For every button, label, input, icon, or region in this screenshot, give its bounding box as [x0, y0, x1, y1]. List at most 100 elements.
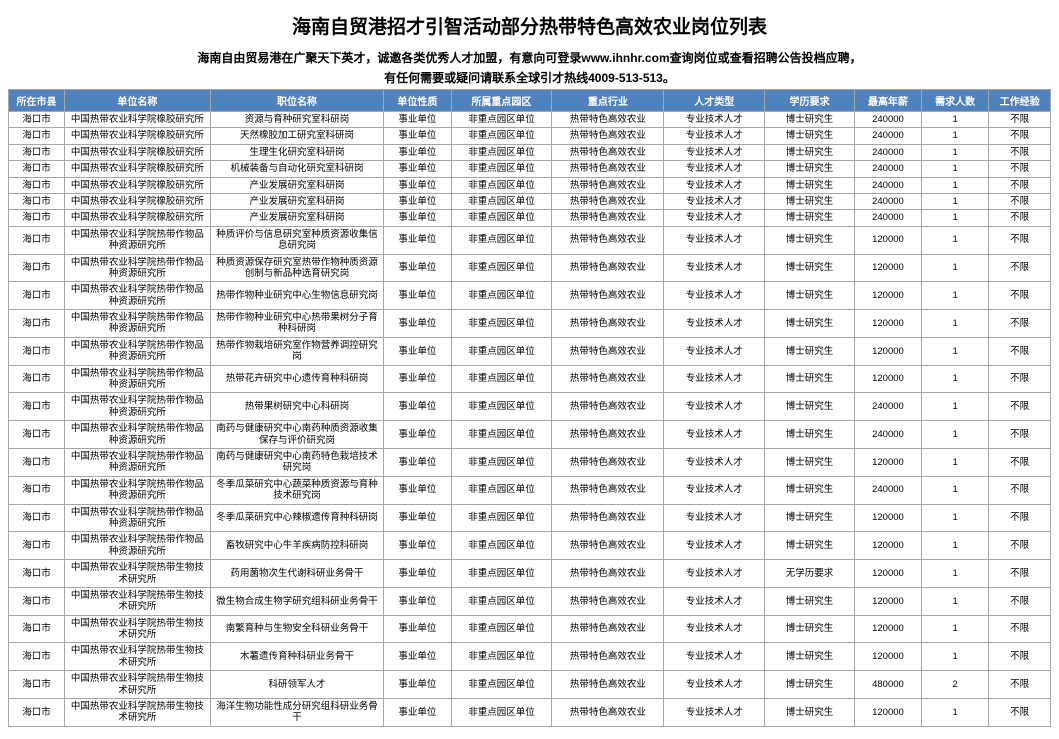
- table-cell: 1: [922, 532, 989, 560]
- table-cell: 热带特色高效农业: [552, 560, 664, 588]
- table-cell: 事业单位: [384, 365, 451, 393]
- table-cell: 不限: [989, 532, 1051, 560]
- table-cell: 非重点园区单位: [451, 337, 552, 365]
- table-cell: 热带特色高效农业: [552, 337, 664, 365]
- table-cell: 非重点园区单位: [451, 144, 552, 160]
- table-cell: 非重点园区单位: [451, 393, 552, 421]
- table-cell: 不限: [989, 177, 1051, 193]
- table-cell: 120000: [854, 532, 921, 560]
- table-cell: 海口市: [9, 177, 65, 193]
- table-cell: 非重点园区单位: [451, 476, 552, 504]
- table-cell: 专业技术人才: [664, 643, 765, 671]
- table-cell: 中国热带农业科学院橡胶研究所: [65, 128, 211, 144]
- table-cell: 不限: [989, 476, 1051, 504]
- table-cell: 热带特色高效农业: [552, 671, 664, 699]
- table-cell: 海口市: [9, 254, 65, 282]
- table-row: 海口市中国热带农业科学院热带作物品种资源研究所热带作物种业研究中心热带果树分子育…: [9, 310, 1051, 338]
- table-cell: 480000: [854, 671, 921, 699]
- table-cell: 1: [922, 643, 989, 671]
- table-cell: 2: [922, 671, 989, 699]
- table-cell: 海口市: [9, 532, 65, 560]
- table-cell: 事业单位: [384, 421, 451, 449]
- table-cell: 非重点园区单位: [451, 532, 552, 560]
- table-cell: 中国热带农业科学院热带作物品种资源研究所: [65, 282, 211, 310]
- table-cell: 专业技术人才: [664, 226, 765, 254]
- table-cell: 不限: [989, 560, 1051, 588]
- table-cell: 海口市: [9, 193, 65, 209]
- table-cell: 事业单位: [384, 210, 451, 226]
- table-cell: 事业单位: [384, 310, 451, 338]
- table-cell: 专业技术人才: [664, 421, 765, 449]
- table-header-cell: 需求人数: [922, 90, 989, 112]
- table-cell: 热带特色高效农业: [552, 161, 664, 177]
- table-cell: 不限: [989, 282, 1051, 310]
- table-cell: 博士研究生: [765, 161, 855, 177]
- table-cell: 120000: [854, 365, 921, 393]
- table-cell: 海口市: [9, 282, 65, 310]
- table-cell: 专业技术人才: [664, 210, 765, 226]
- table-cell: 博士研究生: [765, 615, 855, 643]
- table-cell: 海口市: [9, 161, 65, 177]
- table-row: 海口市中国热带农业科学院热带作物品种资源研究所冬季瓜菜研究中心辣椒遗传育种科研岗…: [9, 504, 1051, 532]
- table-cell: 博士研究生: [765, 448, 855, 476]
- table-cell: 非重点园区单位: [451, 177, 552, 193]
- table-cell: 畜牧研究中心牛羊疾病防控科研岗: [210, 532, 384, 560]
- table-row: 海口市中国热带农业科学院橡胶研究所产业发展研究室科研岗事业单位非重点园区单位热带…: [9, 177, 1051, 193]
- table-row: 海口市中国热带农业科学院热带生物技术研究所木薯遗传育种科研业务骨干事业单位非重点…: [9, 643, 1051, 671]
- table-cell: 1: [922, 615, 989, 643]
- table-cell: 热带特色高效农业: [552, 476, 664, 504]
- table-cell: 非重点园区单位: [451, 310, 552, 338]
- table-cell: 1: [922, 337, 989, 365]
- table-cell: 海口市: [9, 337, 65, 365]
- table-cell: 120000: [854, 337, 921, 365]
- table-row: 海口市中国热带农业科学院橡胶研究所资源与育种研究室科研岗事业单位非重点园区单位热…: [9, 112, 1051, 128]
- table-cell: 专业技术人才: [664, 393, 765, 421]
- table-cell: 中国热带农业科学院热带作物品种资源研究所: [65, 226, 211, 254]
- table-cell: 博士研究生: [765, 532, 855, 560]
- table-cell: 240000: [854, 193, 921, 209]
- table-cell: 生理生化研究室科研岗: [210, 144, 384, 160]
- table-header-cell: 单位性质: [384, 90, 451, 112]
- table-cell: 120000: [854, 504, 921, 532]
- table-row: 海口市中国热带农业科学院橡胶研究所机械装备与自动化研究室科研岗事业单位非重点园区…: [9, 161, 1051, 177]
- table-cell: 热带特色高效农业: [552, 421, 664, 449]
- table-cell: 中国热带农业科学院热带作物品种资源研究所: [65, 532, 211, 560]
- table-row: 海口市中国热带农业科学院热带生物技术研究所微生物合成生物学研究组科研业务骨干事业…: [9, 587, 1051, 615]
- table-cell: 240000: [854, 476, 921, 504]
- table-cell: 博士研究生: [765, 310, 855, 338]
- table-cell: 产业发展研究室科研岗: [210, 193, 384, 209]
- table-cell: 天然橡胶加工研究室科研岗: [210, 128, 384, 144]
- table-cell: 博士研究生: [765, 393, 855, 421]
- table-cell: 热带作物栽培研究室作物营养调控研究岗: [210, 337, 384, 365]
- table-cell: 事业单位: [384, 226, 451, 254]
- table-cell: 专业技术人才: [664, 448, 765, 476]
- table-cell: 热带特色高效农业: [552, 393, 664, 421]
- table-cell: 博士研究生: [765, 254, 855, 282]
- table-header-cell: 所属重点园区: [451, 90, 552, 112]
- table-cell: 1: [922, 177, 989, 193]
- table-cell: 中国热带农业科学院热带作物品种资源研究所: [65, 337, 211, 365]
- table-cell: 博士研究生: [765, 177, 855, 193]
- table-cell: 中国热带农业科学院橡胶研究所: [65, 193, 211, 209]
- table-cell: 1: [922, 310, 989, 338]
- table-header-cell: 所在市县: [9, 90, 65, 112]
- table-cell: 专业技术人才: [664, 310, 765, 338]
- table-cell: 非重点园区单位: [451, 210, 552, 226]
- table-cell: 非重点园区单位: [451, 671, 552, 699]
- table-cell: 事业单位: [384, 193, 451, 209]
- table-row: 海口市中国热带农业科学院橡胶研究所产业发展研究室科研岗事业单位非重点园区单位热带…: [9, 193, 1051, 209]
- table-cell: 不限: [989, 615, 1051, 643]
- table-cell: 中国热带农业科学院热带生物技术研究所: [65, 560, 211, 588]
- table-cell: 中国热带农业科学院热带作物品种资源研究所: [65, 310, 211, 338]
- table-cell: 120000: [854, 587, 921, 615]
- table-cell: 海口市: [9, 643, 65, 671]
- table-cell: 不限: [989, 226, 1051, 254]
- table-cell: 博士研究生: [765, 476, 855, 504]
- table-cell: 中国热带农业科学院热带作物品种资源研究所: [65, 393, 211, 421]
- table-cell: 不限: [989, 210, 1051, 226]
- table-cell: 热带特色高效农业: [552, 177, 664, 193]
- table-cell: 1: [922, 504, 989, 532]
- table-cell: 海口市: [9, 448, 65, 476]
- table-cell: 专业技术人才: [664, 504, 765, 532]
- table-cell: 不限: [989, 421, 1051, 449]
